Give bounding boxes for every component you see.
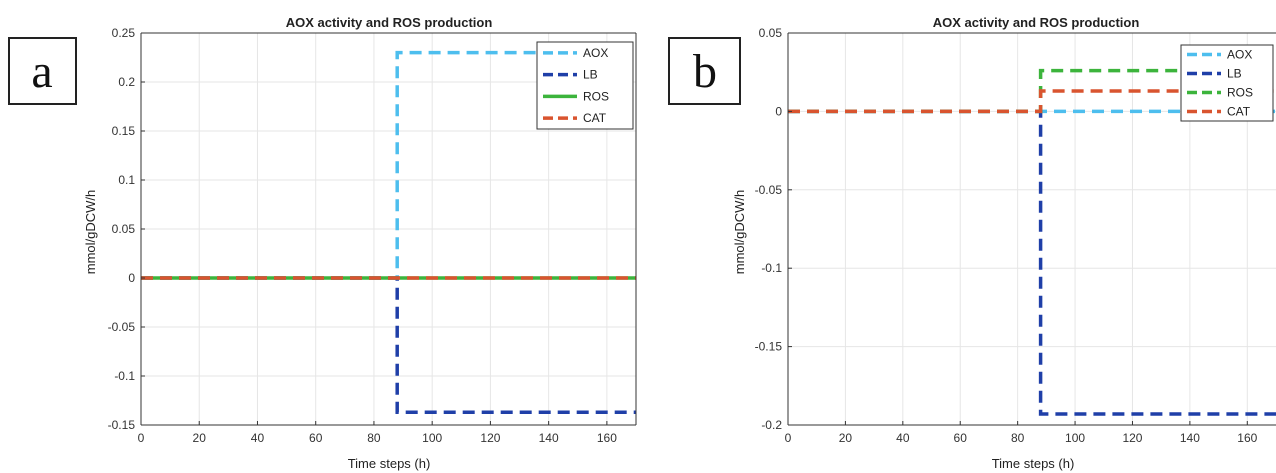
y-axis-label: mmol/gDCW/h xyxy=(83,190,98,275)
y-tick-label: -0.15 xyxy=(108,418,136,432)
legend-label-ros: ROS xyxy=(1227,86,1253,100)
y-tick-label: -0.05 xyxy=(108,320,136,334)
x-tick-label: 0 xyxy=(138,431,145,445)
x-axis-label: Time steps (h) xyxy=(992,456,1075,471)
panel-label: a xyxy=(31,45,52,98)
series-line-lb xyxy=(141,276,636,415)
panel-label: b xyxy=(693,45,717,98)
y-tick-label: 0.05 xyxy=(112,222,136,236)
y-tick-label: -0.1 xyxy=(761,261,782,275)
x-tick-label: 40 xyxy=(251,431,265,445)
y-axis-label: mmol/gDCW/h xyxy=(732,190,747,275)
series-line-cat xyxy=(788,89,1276,114)
legend-label-lb: LB xyxy=(1227,67,1242,81)
y-tick-label: -0.1 xyxy=(114,369,135,383)
y-tick-label: 0.1 xyxy=(118,173,135,187)
legend-box xyxy=(1180,44,1274,122)
legend-label-cat: CAT xyxy=(583,111,607,125)
chart-title: AOX activity and ROS production xyxy=(933,15,1140,30)
legend-label-cat: CAT xyxy=(1227,105,1251,119)
legend-label-lb: LB xyxy=(583,68,598,82)
x-tick-label: 100 xyxy=(422,431,442,445)
y-tick-label: -0.05 xyxy=(755,183,783,197)
x-tick-label: 80 xyxy=(1011,431,1025,445)
x-tick-label: 0 xyxy=(785,431,792,445)
y-tick-label: 0.25 xyxy=(112,26,136,40)
x-axis-label: Time steps (h) xyxy=(348,456,431,471)
y-tick-label: 0 xyxy=(128,271,135,285)
x-tick-label: 60 xyxy=(309,431,323,445)
x-tick-label: 120 xyxy=(1122,431,1142,445)
y-tick-label: -0.15 xyxy=(755,340,783,354)
x-tick-label: 120 xyxy=(480,431,500,445)
x-tick-label: 160 xyxy=(597,431,617,445)
y-tick-label: 0.2 xyxy=(118,75,135,89)
x-tick-label: 140 xyxy=(539,431,559,445)
x-tick-label: 160 xyxy=(1237,431,1257,445)
chart-panel-b: AOX activity and ROS production mmol/gDC… xyxy=(668,15,1276,471)
x-tick-label: 100 xyxy=(1065,431,1085,445)
chart-panel-a: AOX activity and ROS production mmol/gDC… xyxy=(8,15,637,471)
panel-label-box: b xyxy=(668,37,741,105)
legend-label-ros: ROS xyxy=(583,89,609,103)
x-tick-label: 40 xyxy=(896,431,910,445)
y-tick-label: 0.05 xyxy=(759,26,783,40)
series-line-lb xyxy=(788,109,1276,416)
y-tick-label: 0 xyxy=(775,104,782,118)
y-tick-label: -0.2 xyxy=(761,418,782,432)
series-line-aox xyxy=(141,50,636,280)
x-tick-label: 140 xyxy=(1180,431,1200,445)
x-tick-label: 20 xyxy=(193,431,207,445)
x-tick-label: 80 xyxy=(367,431,381,445)
x-tick-label: 20 xyxy=(839,431,853,445)
y-tick-label: 0.15 xyxy=(112,124,136,138)
x-tick-label: 60 xyxy=(954,431,968,445)
legend-box xyxy=(536,41,634,130)
panel-label-box: a xyxy=(8,37,77,105)
legend-label-aox: AOX xyxy=(583,46,608,60)
legend-label-aox: AOX xyxy=(1227,48,1252,62)
chart-title: AOX activity and ROS production xyxy=(286,15,493,30)
